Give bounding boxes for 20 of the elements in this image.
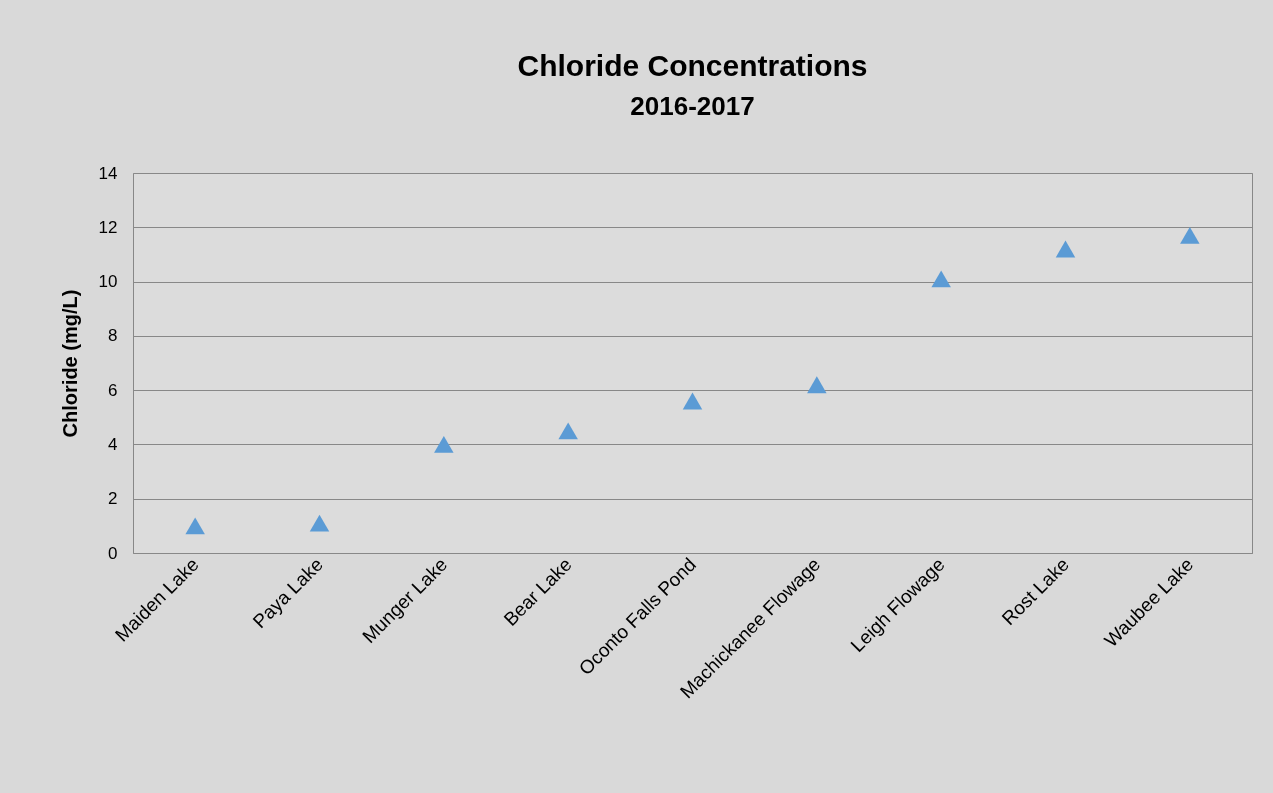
y-tick-label: 14: [98, 163, 118, 183]
point: [1055, 240, 1076, 258]
y-tick-label: 2: [108, 489, 118, 509]
point: [309, 514, 330, 532]
chart-title: Chloride Concentrations: [517, 49, 868, 82]
point: [682, 392, 703, 410]
y-axis-title: Chloride (mg/L): [58, 289, 81, 438]
y-tick-label: 0: [108, 543, 118, 563]
point: [185, 517, 205, 535]
point: [931, 270, 951, 288]
point: [434, 435, 454, 453]
y-tick-label: 4: [108, 434, 118, 454]
point: [1180, 226, 1200, 244]
chart-subtitle: 2016-2017: [630, 91, 755, 121]
point: [807, 376, 827, 394]
y-tick-label: 8: [108, 326, 118, 346]
y-tick-label: 6: [108, 380, 118, 400]
point: [558, 422, 578, 440]
y-tick-label: 10: [98, 272, 118, 292]
y-tick-label: 12: [98, 217, 118, 237]
